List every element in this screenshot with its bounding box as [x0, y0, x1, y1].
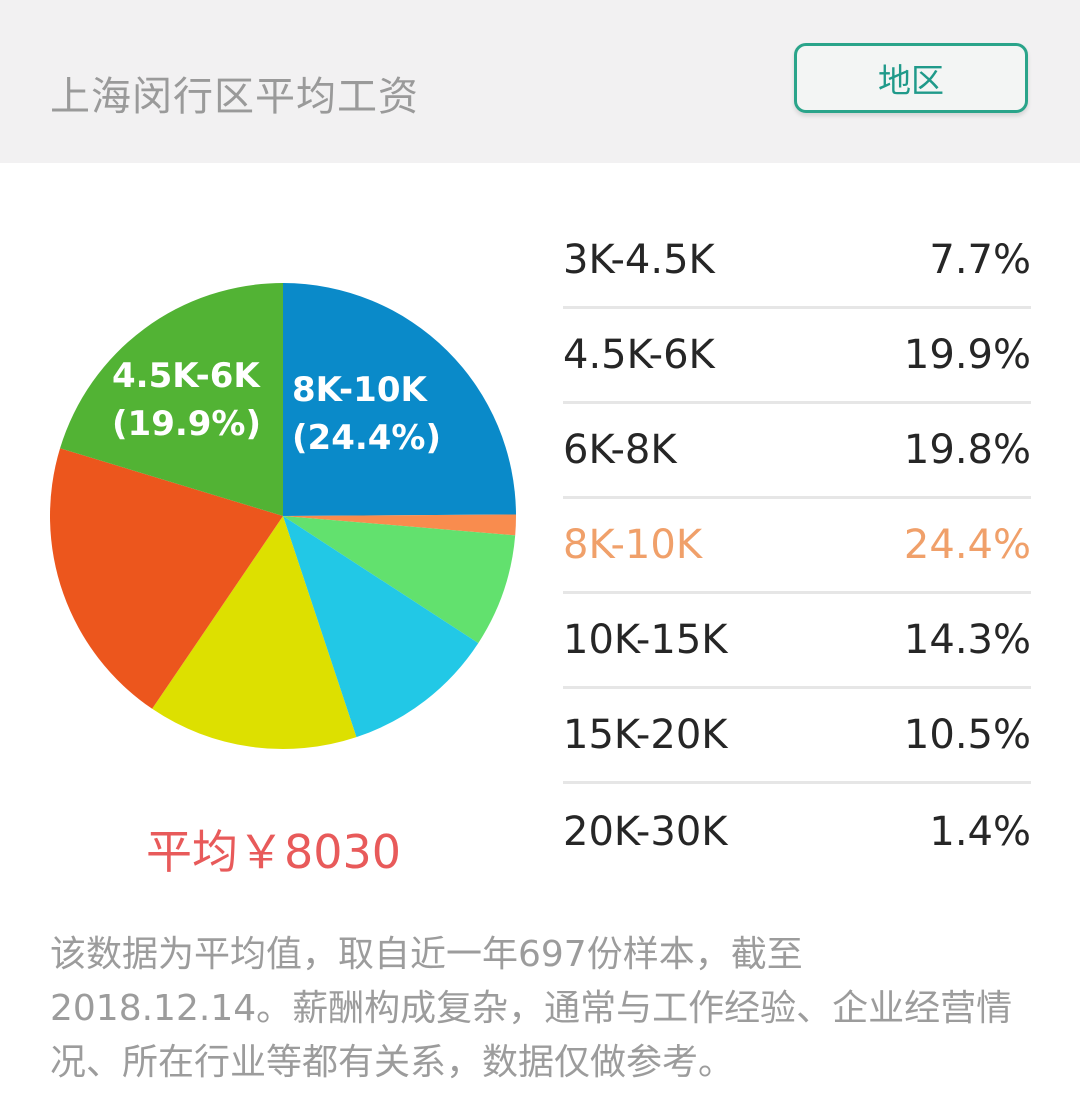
legend-row: 20K-30K 1.4%	[563, 784, 1031, 879]
legend-range: 10K-15K	[563, 617, 728, 663]
legend-row: 10K-15K 14.3%	[563, 594, 1031, 689]
legend-range: 8K-10K	[563, 522, 703, 568]
pie-label-range: 8K-10K	[292, 370, 427, 410]
legend-row: 4.5K-6K 19.9%	[563, 309, 1031, 404]
pie-svg	[49, 283, 516, 749]
pie-label-percent: (19.9%)	[112, 404, 262, 444]
legend-row: 15K-20K 10.5%	[563, 689, 1031, 784]
legend-range: 15K-20K	[563, 712, 728, 758]
legend-percent: 10.5%	[903, 712, 1031, 758]
legend-percent: 1.4%	[929, 808, 1031, 855]
pie-slice-4.5k-6k	[60, 283, 283, 516]
legend-percent: 7.7%	[929, 237, 1031, 283]
legend-percent: 19.9%	[903, 332, 1031, 378]
pie-label-8k-10k: 8K-10K (24.4%)	[292, 366, 441, 462]
pie-slice-6k-8k	[49, 448, 284, 709]
legend-row-highlighted: 8K-10K 24.4%	[563, 499, 1031, 594]
legend-row: 6K-8K 19.8%	[563, 404, 1031, 499]
legend-percent: 24.4%	[903, 522, 1031, 568]
header-bar: 上海闵行区平均工资 地区	[0, 0, 1080, 163]
legend-row: 3K-4.5K 7.7%	[563, 214, 1031, 309]
pie-slice-20k-30k	[283, 514, 516, 536]
pie-label-percent: (24.4%)	[292, 418, 442, 458]
pie-slice-3k-4.5k	[283, 516, 516, 644]
data-disclaimer: 该数据为平均值，取自近一年697份样本，截至2018.12.14。薪酬构成复杂，…	[50, 934, 1013, 1083]
pie-label-4.5k-6k: 4.5K-6K (19.9%)	[112, 352, 261, 448]
region-button[interactable]: 地区	[794, 43, 1028, 113]
legend-range: 3K-4.5K	[563, 237, 715, 283]
legend-percent: 19.8%	[903, 427, 1031, 473]
pie-slice-8k-10k	[283, 283, 516, 516]
page-title: 上海闵行区平均工资	[50, 74, 419, 120]
legend-range: 20K-30K	[563, 808, 728, 855]
legend-percent: 14.3%	[903, 617, 1031, 663]
pie-label-range: 4.5K-6K	[112, 356, 260, 396]
average-salary: 平均￥8030	[146, 825, 402, 879]
pie-slice-15k-20k	[283, 516, 479, 738]
salary-pie-chart	[48, 281, 518, 751]
legend-range: 6K-8K	[563, 427, 677, 473]
pie-slice-10k-15k	[152, 516, 357, 749]
salary-legend: 3K-4.5K 7.7% 4.5K-6K 19.9% 6K-8K 19.8% 8…	[563, 214, 1031, 879]
legend-range: 4.5K-6K	[563, 332, 715, 378]
